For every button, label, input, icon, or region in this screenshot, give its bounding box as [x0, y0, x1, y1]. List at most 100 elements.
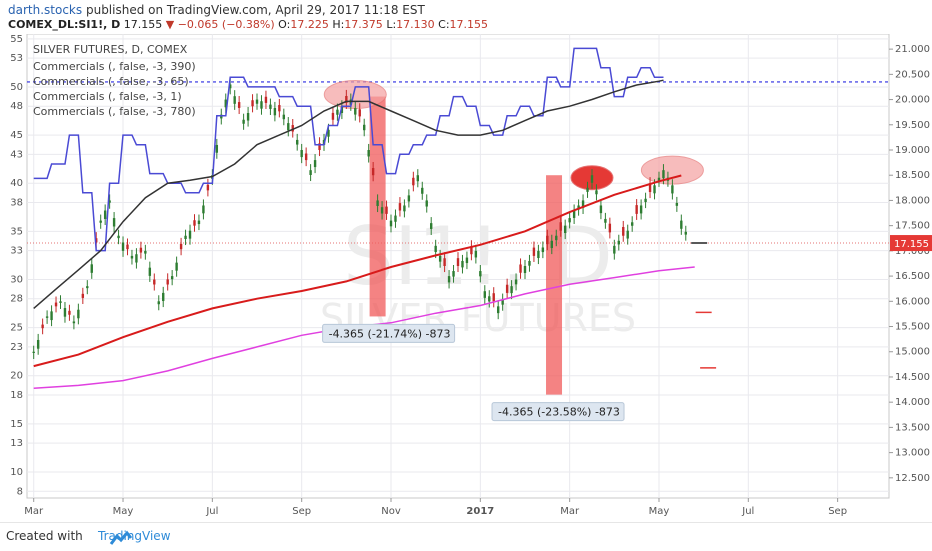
candle-body: [81, 293, 85, 298]
last-price: 17.155: [123, 18, 163, 31]
candle-body: [434, 245, 437, 253]
candle-body: [599, 205, 603, 214]
candle-body: [260, 101, 263, 109]
candle-body: [331, 112, 335, 120]
candle-body: [488, 296, 491, 302]
candle-body: [443, 258, 446, 266]
candle-body: [273, 107, 277, 116]
candle-body: [54, 302, 58, 307]
candle-body: [327, 129, 330, 137]
low-label: L:: [386, 18, 397, 31]
candle-body: [470, 246, 473, 255]
symbol-label: COMEX_DL:SI1!, D: [8, 18, 121, 31]
candle-body: [175, 262, 178, 271]
candle-body: [523, 266, 527, 274]
candle-body: [581, 200, 585, 208]
candle-body: [184, 235, 187, 240]
candle-body: [291, 125, 294, 132]
candle-body: [380, 207, 384, 214]
legend-entry: Commercials (, false, -3, 390): [33, 60, 196, 73]
candle-body: [224, 99, 227, 108]
x-tick-label: Mar: [24, 506, 44, 517]
left-tick-label: 40: [10, 178, 23, 189]
left-tick-label: 10: [10, 467, 23, 478]
chart-area[interactable]: 8 10 13 15 18 20 23 25 28 30 33 35 38 40 43 45 48 50 53 55 1…: [0, 33, 932, 522]
price-change: −0.065 (−0.38%): [177, 18, 275, 31]
candle-body: [304, 153, 308, 161]
tradingview-logo-icon[interactable]: [76, 530, 166, 548]
candle-body: [144, 250, 147, 254]
legend-entry: Commercials (, false, -3, 780): [33, 105, 196, 118]
candle-body: [639, 205, 643, 214]
candle-body: [278, 105, 281, 112]
down-arrow-icon: ▼: [165, 18, 175, 31]
price-tag-label: 17.155: [894, 239, 929, 250]
candle-body: [251, 100, 254, 107]
candle-body: [572, 210, 576, 218]
candle-body: [296, 139, 299, 145]
candle-body: [255, 99, 259, 104]
candle-body: [345, 95, 348, 103]
right-tick-label: 19.000: [895, 145, 930, 156]
candle-body: [403, 205, 406, 212]
candle-body: [465, 257, 469, 264]
price-chart[interactable]: 8 10 13 15 18 20 23 25 28 30 33 35 38 40 43 45 48 50 53 55 1…: [0, 33, 932, 522]
x-tick-label: May: [113, 506, 134, 517]
annotation-label: -4.365 (-21.74%) -873: [329, 327, 451, 340]
x-tick-label: Sep: [828, 506, 847, 517]
candle-body: [108, 200, 111, 203]
candle-body: [282, 114, 286, 120]
candle-body: [622, 227, 625, 236]
indicator-line: [33, 174, 682, 368]
candle-body: [456, 258, 460, 266]
candle-body: [318, 143, 321, 150]
candle-body: [421, 187, 424, 194]
candle-body: [59, 301, 62, 303]
candle-body: [671, 185, 674, 194]
left-tick-label: 23: [10, 342, 23, 353]
candle-body: [68, 310, 71, 315]
left-tick-label: 13: [10, 438, 23, 449]
candle-body: [447, 276, 451, 283]
candle-body: [367, 150, 370, 157]
candle-body: [32, 351, 35, 353]
candle-body: [510, 286, 513, 294]
high-value: 17.375: [344, 18, 383, 31]
legend-entry: Commercials (, false, -3, 1): [33, 90, 182, 103]
candle-body: [541, 247, 545, 253]
candle-body: [197, 220, 201, 225]
candle-body: [532, 247, 536, 256]
left-tick-label: 35: [10, 226, 23, 237]
left-tick-label: 20: [10, 371, 23, 382]
publish-line: darth.stocks published on TradingView.co…: [8, 3, 425, 17]
candle-body: [416, 175, 420, 182]
candle-body: [559, 222, 562, 231]
published-text: published on TradingView.com, April 29, …: [85, 3, 425, 17]
left-tick-label: 8: [17, 486, 23, 497]
candle-body: [394, 215, 397, 222]
tradingview-brand-link[interactable]: TradingView: [98, 529, 171, 543]
left-tick-label: 53: [10, 53, 23, 64]
candle-body: [452, 271, 455, 277]
candle-body: [126, 244, 129, 250]
candle-body: [430, 223, 433, 229]
chart-title: SILVER FUTURES, D, COMEX: [33, 43, 188, 56]
x-tick-label: May: [649, 506, 670, 517]
candle-body: [41, 324, 44, 329]
annotation-label: -4.365 (-23.58%) -873: [498, 406, 620, 419]
candle-body: [340, 106, 344, 114]
x-tick-label: Jul: [205, 506, 218, 517]
candle-body: [202, 205, 205, 214]
left-tick-label: 25: [10, 323, 23, 334]
low-value: 17.130: [396, 18, 435, 31]
candle-body: [95, 238, 98, 243]
candle-body: [604, 218, 607, 223]
legend-entry: Commercials (, false, -3, 65): [33, 75, 189, 88]
candle-body: [563, 225, 567, 234]
candle-body: [162, 292, 165, 302]
right-tick-label: 20.500: [895, 69, 930, 80]
candle-body: [229, 84, 232, 89]
author-link[interactable]: darth.stocks: [8, 3, 83, 17]
candle-body: [653, 185, 656, 194]
x-tick-label: 2017: [466, 506, 494, 517]
